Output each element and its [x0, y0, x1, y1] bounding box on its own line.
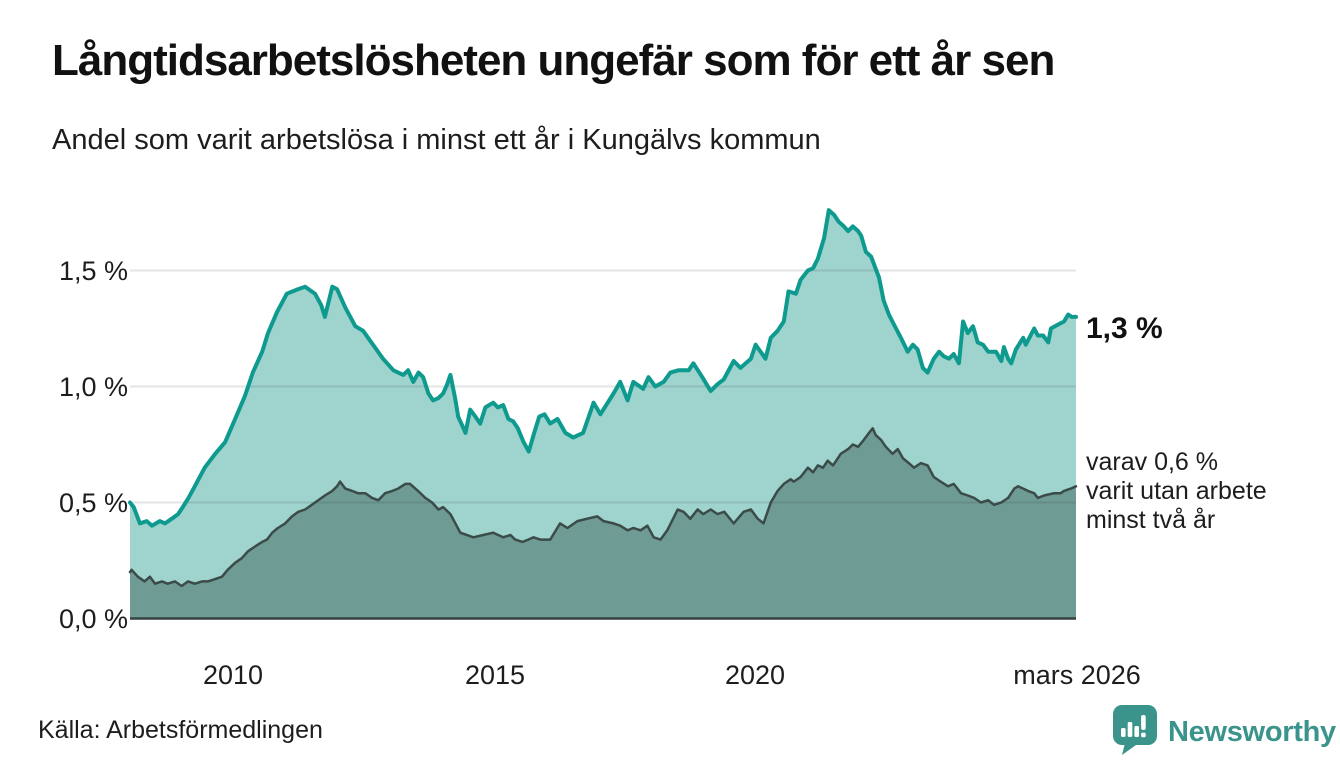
latest-value-label: 1,3 %: [1086, 312, 1163, 345]
page-title: Långtidsarbetslösheten ungefär som för e…: [52, 36, 1055, 85]
secondary-note: varav 0,6 % varit utan arbete minst två …: [1086, 448, 1267, 535]
gridlines: [130, 269, 1076, 504]
y-tick-1-0: 1,0 %: [58, 372, 128, 402]
newsworthy-brand[interactable]: Newsworthy: [1112, 704, 1336, 761]
note-line-2: varit utan arbete: [1086, 477, 1267, 505]
y-tick-1-5: 1,5 %: [58, 256, 128, 286]
newsworthy-logo-icon: [1112, 704, 1158, 761]
source-label: Källa: Arbetsförmedlingen: [38, 716, 323, 744]
newsworthy-wordmark: Newsworthy: [1168, 716, 1336, 748]
y-tick-0-5: 0,5 %: [58, 488, 128, 518]
x-tick-2010: 2010: [202, 660, 264, 690]
note-line-3: minst två år: [1086, 506, 1216, 534]
series-2yr-line: [128, 427, 1078, 588]
x-tick-2020: 2020: [724, 660, 786, 690]
series-2yr-area: [130, 428, 1076, 619]
series-1yr-line: [128, 208, 1078, 528]
x-tick-2015: 2015: [464, 660, 526, 690]
x-tick-mars-2026: mars 2026: [1013, 660, 1141, 690]
page-subtitle: Andel som varit arbetslösa i minst ett å…: [52, 124, 821, 156]
y-tick-0-0: 0,0 %: [58, 604, 128, 634]
note-line-1: varav 0,6 %: [1086, 448, 1219, 476]
